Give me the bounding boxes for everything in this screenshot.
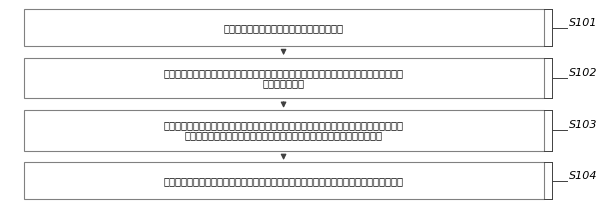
- Text: S104: S104: [569, 171, 597, 181]
- Text: S103: S103: [569, 120, 597, 130]
- Text: 根据调取的所述预设触摸动作对应绑定的预设亮度或音量的控制指令对亮度或音量进行调整: 根据调取的所述预设触摸动作对应绑定的预设亮度或音量的控制指令对亮度或音量进行调整: [164, 176, 403, 186]
- FancyBboxPatch shape: [23, 58, 544, 98]
- FancyBboxPatch shape: [23, 162, 544, 199]
- Text: 和预设触摸手势: 和预设触摸手势: [262, 78, 305, 88]
- Text: 判断检测的用户对触摸屏触摸的触摸位置和触摸手势是否匹配预设触摸动作的预设触摸区域: 判断检测的用户对触摸屏触摸的触摸位置和触摸手势是否匹配预设触摸动作的预设触摸区域: [164, 68, 403, 78]
- Text: S102: S102: [569, 68, 597, 78]
- FancyBboxPatch shape: [23, 9, 544, 46]
- FancyBboxPatch shape: [23, 110, 544, 151]
- Text: 触摸手势时，调取所述预设触摸动作对应绑定的预设亮度或音量的控制指令: 触摸手势时，调取所述预设触摸动作对应绑定的预设亮度或音量的控制指令: [185, 130, 382, 140]
- Text: 当判断到用户对触摸屏触摸的触摸位置和触摸手势匹配预设触摸动作的预设触摸区域和预设: 当判断到用户对触摸屏触摸的触摸位置和触摸手势匹配预设触摸动作的预设触摸区域和预设: [164, 120, 403, 131]
- Text: 检测用户对触摸屏触摸的触摸位置和触摸手势: 检测用户对触摸屏触摸的触摸位置和触摸手势: [223, 23, 344, 33]
- Text: S101: S101: [569, 18, 597, 28]
